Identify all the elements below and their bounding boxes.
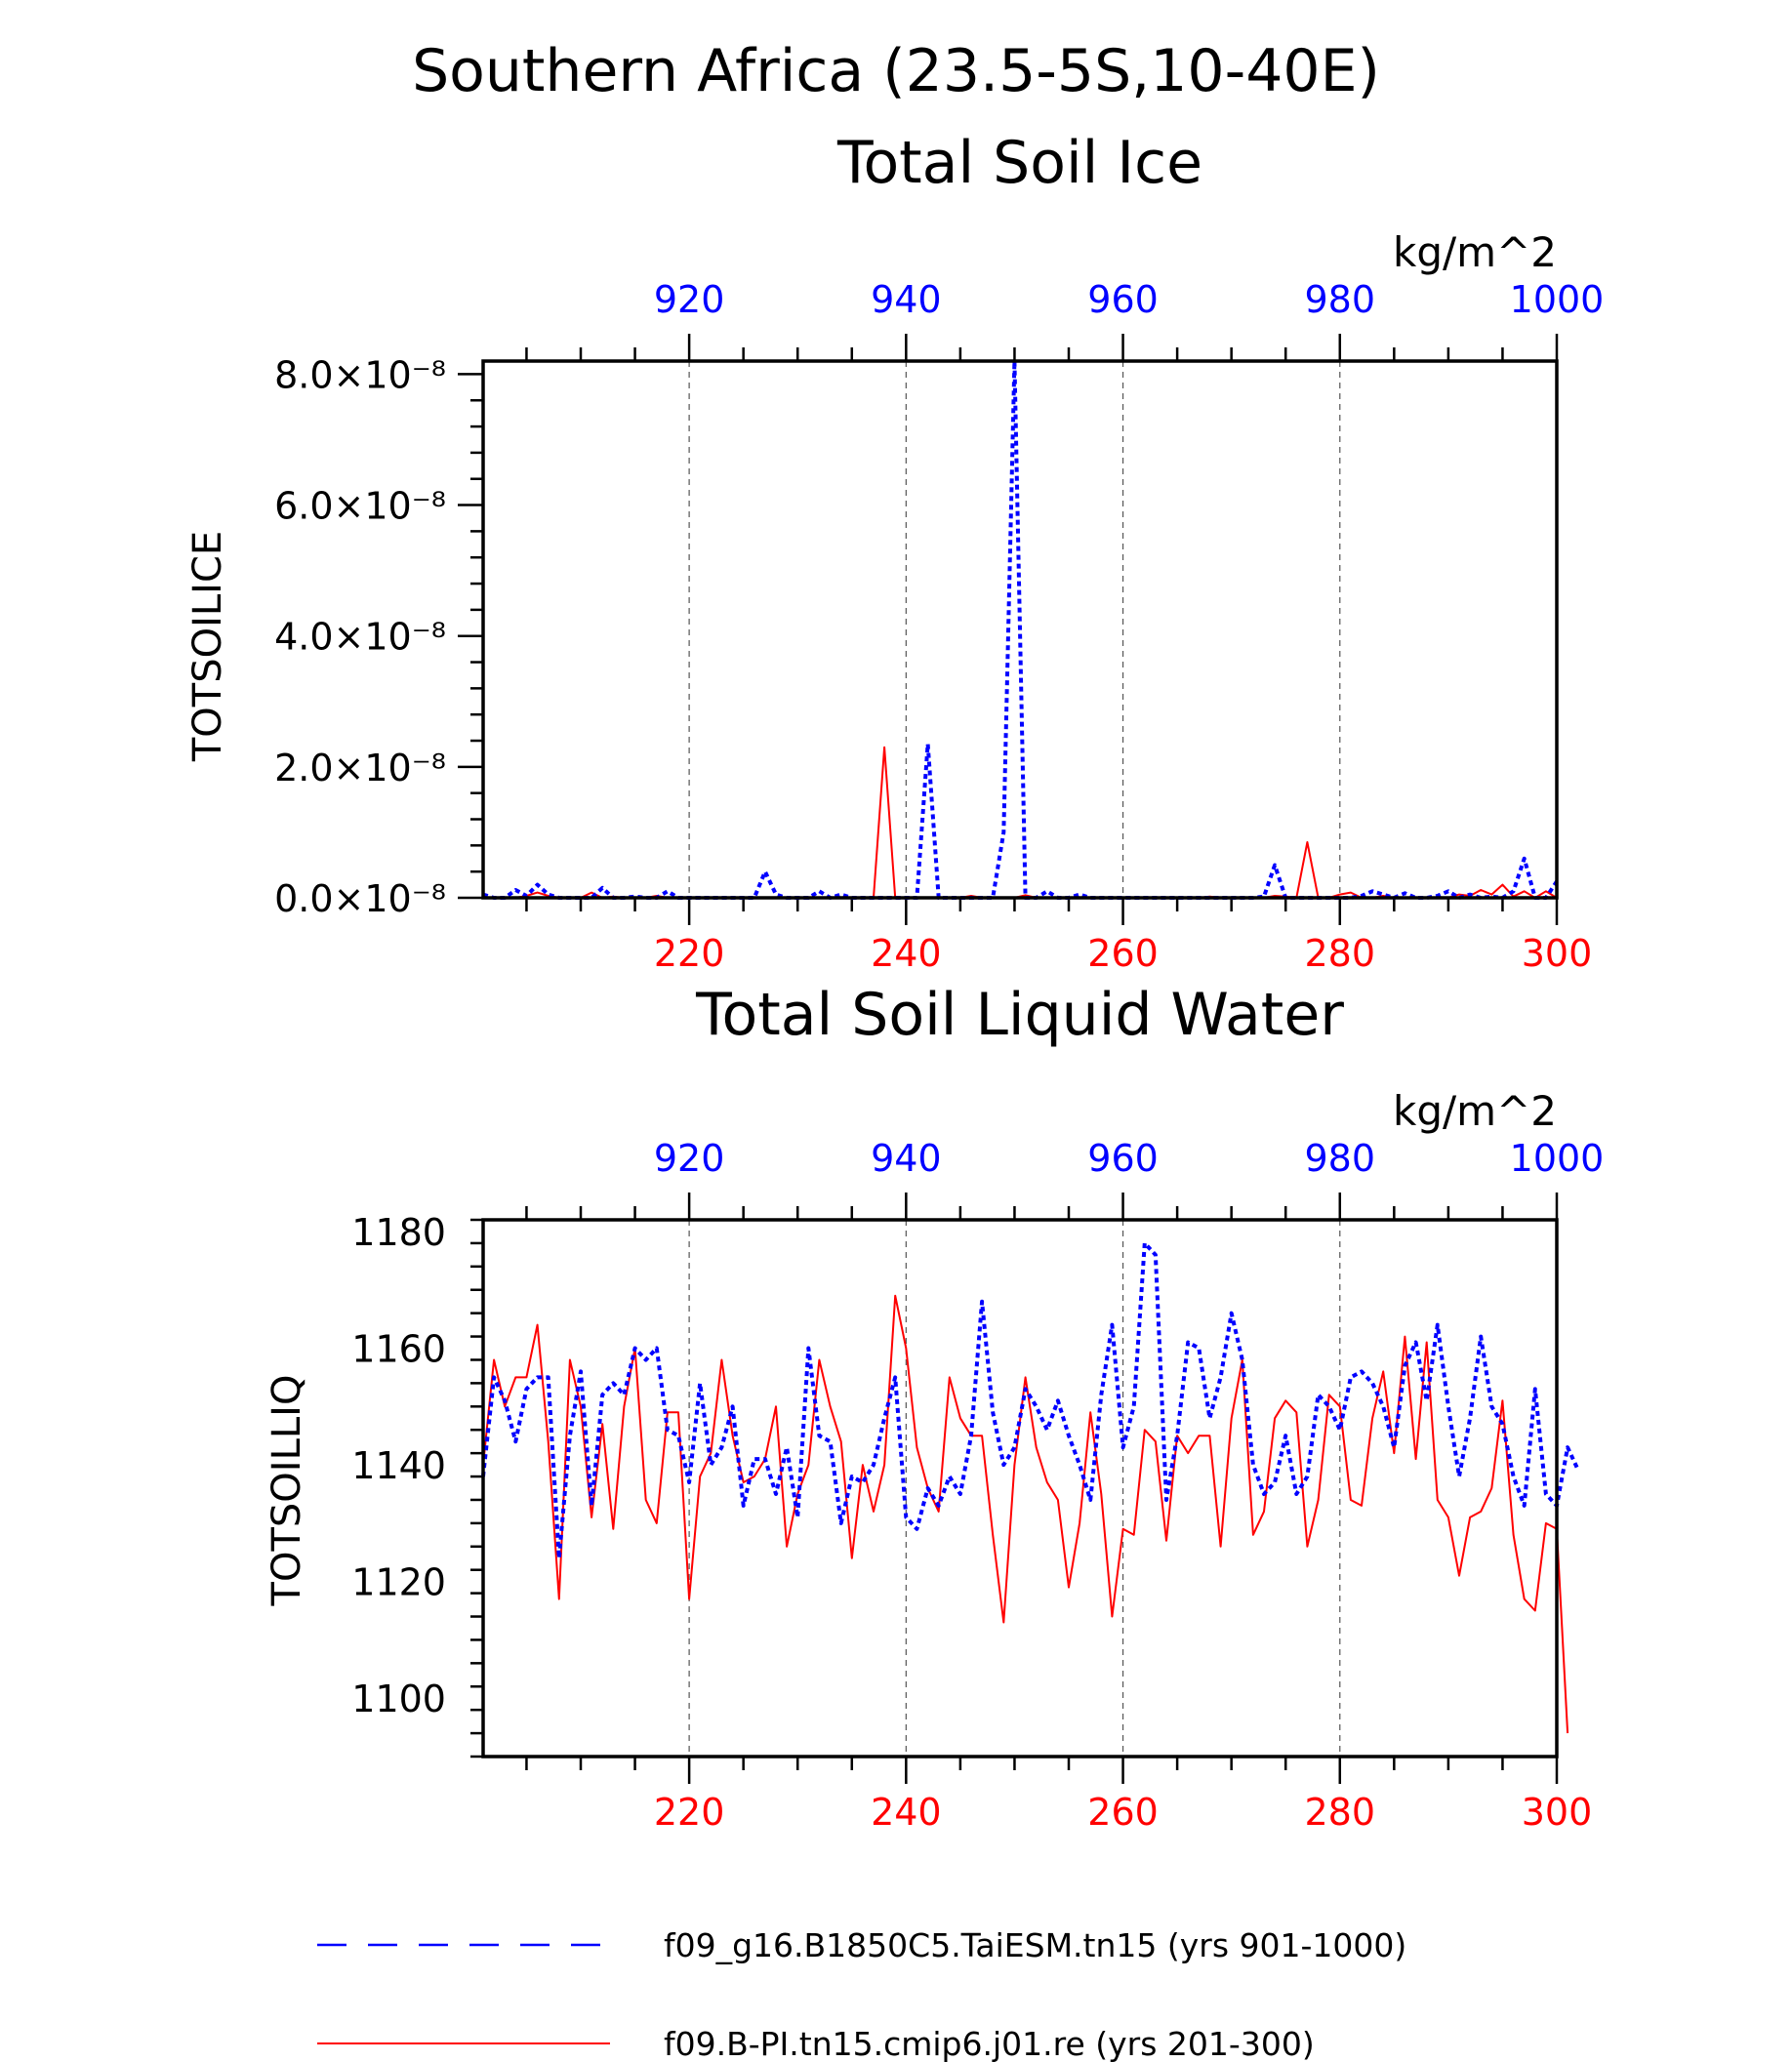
x-tick-label-top: 940	[871, 1137, 942, 1180]
axis-ticks: 220 240 260 280 300 920 940 960 980 1000 1100 1120 1…	[351, 1137, 1604, 1834]
x-tick-label-top: 980	[1305, 1137, 1376, 1180]
legend-label-cmip6: f09.B-PI.tn15.cmip6.j01.re (yrs 201-300)	[664, 2025, 1315, 2062]
legend-label-taiesm: f09_g16.B1850C5.TaiESM.tn15 (yrs 901-100…	[664, 1926, 1406, 1964]
panel-title: Total Soil Liquid Water	[695, 981, 1344, 1049]
x-tick-label-top: 1000	[1510, 278, 1605, 321]
x-tick-label-bottom: 260	[1087, 1791, 1159, 1834]
panel-title: Total Soil Ice	[836, 129, 1202, 197]
x-tick-label-top: 960	[1087, 1137, 1159, 1180]
y-tick-label: 8.0×10⁻⁸	[274, 353, 446, 396]
panel-soil-liquid: Total Soil Liquid Water kg/m^2 TOTSOILLI…	[265, 981, 1604, 1834]
x-tick-label-bottom: 220	[654, 932, 725, 975]
y-tick-label: 0.0×10⁻⁸	[274, 877, 446, 920]
series-line-taiesm	[481, 1240, 1581, 1560]
y-tick-label: 1140	[351, 1444, 446, 1487]
y-tick-label: 1100	[351, 1678, 446, 1720]
y-tick-label: 6.0×10⁻⁸	[274, 485, 446, 528]
legend: f09_g16.B1850C5.TaiESM.tn15 (yrs 901-100…	[317, 1926, 1406, 2062]
series-group	[481, 1240, 1581, 1734]
panel-soil-ice: Total Soil Ice kg/m^2 TOTSOILICE 220 240 2…	[185, 129, 1604, 975]
x-tick-label-bottom: 300	[1522, 1791, 1593, 1834]
x-tick-label-top: 960	[1087, 278, 1159, 321]
plot-frame	[481, 1218, 1559, 1759]
y-axis-label: TOTSOILLIQ	[265, 1375, 309, 1607]
y-tick-label: 1160	[351, 1328, 446, 1371]
x-tick-label-top: 920	[654, 278, 725, 321]
x-tick-label-bottom: 260	[1087, 932, 1159, 975]
x-tick-label-bottom: 220	[654, 1791, 725, 1834]
y-tick-label: 4.0×10⁻⁸	[274, 616, 446, 659]
plot-frame	[481, 359, 1559, 900]
x-tick-label-top: 920	[654, 1137, 725, 1180]
y-tick-label: 1120	[351, 1561, 446, 1604]
x-tick-label-bottom: 240	[871, 1791, 942, 1834]
grid	[688, 1220, 1341, 1757]
x-tick-label-bottom: 280	[1305, 1791, 1376, 1834]
units-label: kg/m^2	[1393, 228, 1557, 276]
figure-title: Southern Africa (23.5-5S,10-40E)	[412, 37, 1380, 105]
x-tick-label-bottom: 280	[1305, 932, 1376, 975]
x-tick-label-top: 940	[871, 278, 942, 321]
x-tick-label-bottom: 240	[871, 932, 942, 975]
x-tick-label-bottom: 300	[1522, 932, 1593, 975]
y-tick-label: 1180	[351, 1211, 446, 1254]
x-tick-label-top: 1000	[1510, 1137, 1605, 1180]
y-tick-label: 2.0×10⁻⁸	[274, 747, 446, 789]
x-tick-label-top: 980	[1305, 278, 1376, 321]
series-line-taiesm	[482, 359, 1559, 900]
series-group	[482, 359, 1559, 900]
units-label: kg/m^2	[1393, 1087, 1557, 1135]
grid	[688, 361, 1341, 898]
series-line-cmip6	[482, 1294, 1569, 1734]
y-axis-label: TOTSOILICE	[185, 531, 230, 762]
series-line-cmip6	[483, 746, 1558, 899]
axis-ticks: 220 240 260 280 300 920 940 960 980 1000 0.0×10⁻⁸ 2…	[274, 278, 1604, 975]
